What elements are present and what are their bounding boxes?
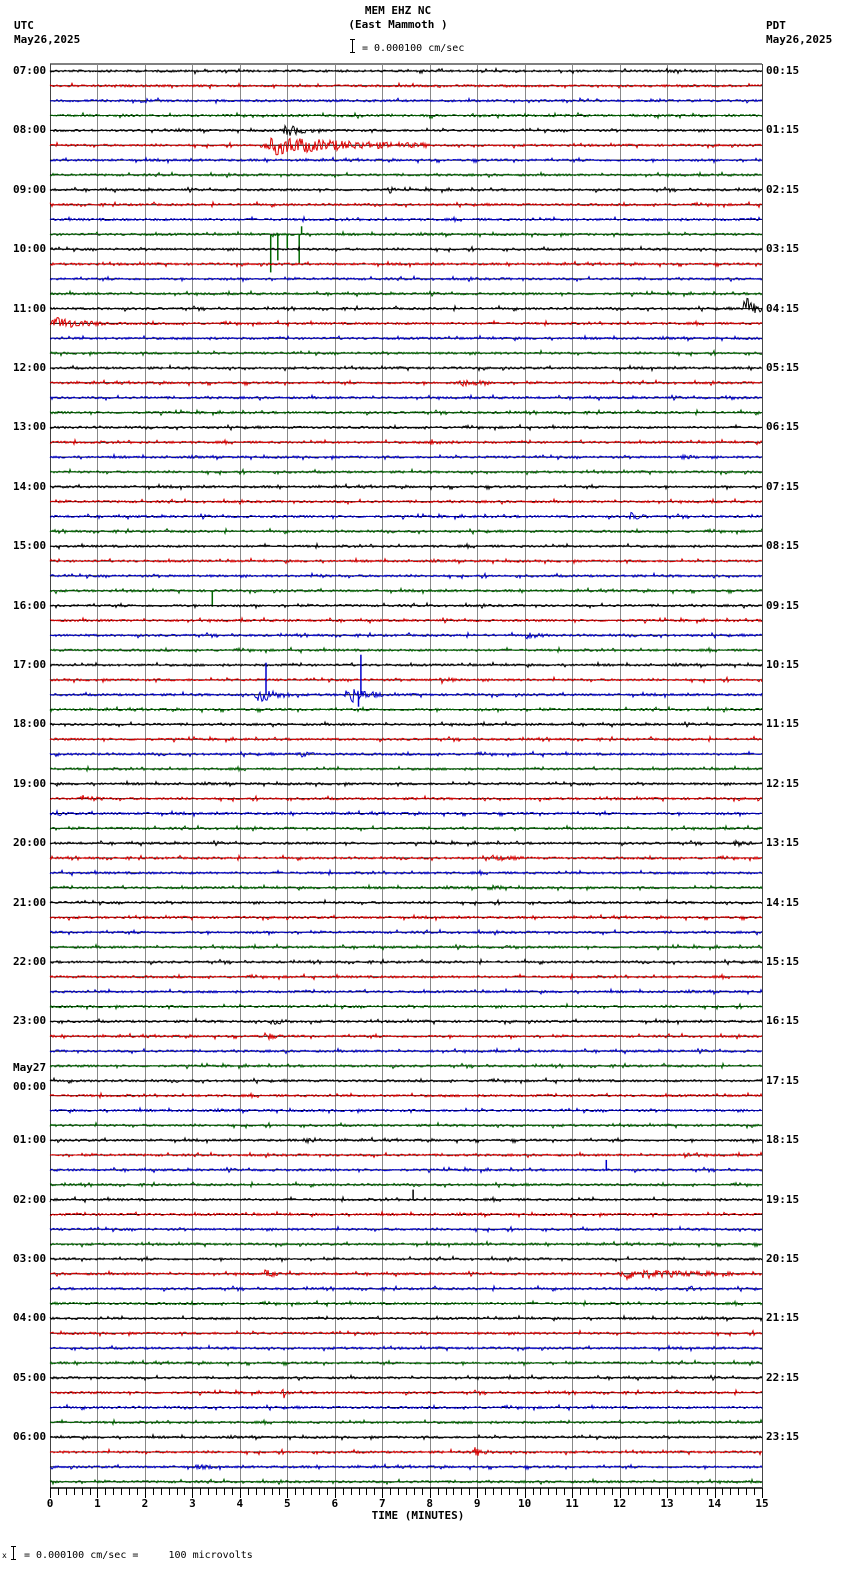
utc-hour-label: 23:00 [13, 1014, 47, 1028]
utc-hour-label: 15:00 [13, 539, 47, 553]
pdt-hour-label: 20:15 [766, 1252, 800, 1265]
utc-hour-label: 13:00 [13, 420, 47, 434]
station-title: MEM EHZ NC [364, 4, 432, 17]
pdt-hour-label: 23:15 [766, 1430, 800, 1444]
utc-hour-label: 22:00 [13, 955, 47, 968]
utc-hour-label: 19:00 [13, 776, 47, 790]
x-tick-label: 2 [141, 1497, 149, 1510]
x-axis-label: TIME (MINUTES) [371, 1509, 465, 1522]
x-tick-label: 1 [94, 1497, 101, 1510]
pdt-hour-label: 08:15 [766, 539, 800, 553]
utc-hour-label: 00:00 [13, 1079, 47, 1093]
utc-hour-label: 07:00 [13, 64, 47, 77]
pdt-hour-label: 11:15 [766, 717, 800, 731]
pdt-hour-label: 18:15 [766, 1133, 800, 1147]
footer-prefix: x [2, 1551, 7, 1560]
scale-bar-icon [350, 39, 355, 53]
right-timezone: PDT [766, 19, 786, 32]
utc-hour-label: 16:00 [13, 598, 47, 612]
x-tick-label: 4 [236, 1497, 244, 1510]
utc-hour-label: 04:00 [13, 1311, 47, 1325]
utc-hour-label: 08:00 [13, 123, 47, 137]
pdt-hour-label: 10:15 [766, 658, 800, 671]
pdt-hour-label: 03:15 [766, 242, 800, 256]
left-timezone: UTC [14, 19, 34, 32]
right-date: May26,2025 [766, 33, 833, 46]
x-tick-label: 5 [284, 1497, 291, 1510]
pdt-hour-label: 16:15 [766, 1014, 800, 1028]
date-change-label: May27 [13, 1061, 47, 1074]
pdt-hour-label: 22:15 [766, 1370, 800, 1384]
footer-scale-bar-icon [11, 1546, 16, 1560]
pdt-hour-label: 01:15 [766, 123, 800, 137]
utc-hour-label: 05:00 [13, 1370, 47, 1384]
x-tick-label: 9 [473, 1497, 481, 1510]
x-tick-label: 10 [518, 1497, 532, 1510]
utc-hour-label: 12:00 [13, 361, 47, 374]
x-tick-label: 11 [565, 1497, 579, 1510]
pdt-hour-label: 13:15 [766, 836, 800, 850]
pdt-hour-label: 00:15 [766, 64, 800, 77]
x-tick-label: 3 [189, 1497, 196, 1510]
x-tick-label: 0 [46, 1497, 54, 1510]
x-tick-label: 7 [378, 1497, 386, 1510]
pdt-hour-label: 21:15 [766, 1311, 800, 1325]
pdt-hour-label: 09:15 [766, 598, 800, 612]
pdt-hour-label: 19:15 [766, 1192, 800, 1206]
station-location: (East Mammoth ) [348, 18, 448, 31]
pdt-hour-label: 14:15 [766, 895, 800, 909]
utc-hour-label: 02:00 [13, 1192, 47, 1206]
pdt-hour-label: 07:15 [766, 479, 800, 493]
left-date: May26,2025 [14, 33, 81, 46]
x-tick-label: 15 [755, 1497, 769, 1510]
utc-hour-label: 11:00 [13, 301, 47, 315]
utc-hour-label: 01:00 [13, 1133, 47, 1147]
x-tick-label: 14 [707, 1497, 722, 1510]
footer-scale-text: = 0.000100 cm/sec = 100 microvolts [24, 1550, 253, 1561]
pdt-hour-label: 12:15 [766, 776, 800, 790]
x-tick-label: 6 [331, 1497, 339, 1510]
x-tick-label: 13 [660, 1497, 674, 1510]
utc-hour-label: 03:00 [13, 1252, 47, 1265]
pdt-hour-label: 15:15 [766, 955, 800, 968]
utc-hour-label: 06:00 [13, 1430, 47, 1444]
scale-text: = 0.000100 cm/sec [362, 43, 465, 54]
pdt-hour-label: 05:15 [766, 361, 800, 374]
pdt-hour-label: 04:15 [766, 301, 800, 315]
x-tick-label: 12 [612, 1497, 627, 1510]
utc-hour-label: 14:00 [13, 479, 47, 493]
utc-hour-label: 21:00 [13, 895, 47, 909]
pdt-hour-label: 17:15 [766, 1073, 800, 1087]
utc-hour-label: 17:00 [13, 658, 47, 671]
pdt-hour-label: 02:15 [766, 182, 800, 196]
utc-hour-label: 20:00 [13, 836, 47, 850]
utc-hour-label: 09:00 [13, 182, 47, 196]
x-tick-label: 8 [426, 1497, 434, 1510]
utc-hour-label: 10:00 [13, 242, 47, 256]
utc-hour-label: 18:00 [13, 717, 47, 731]
pdt-hour-label: 06:15 [766, 420, 800, 434]
